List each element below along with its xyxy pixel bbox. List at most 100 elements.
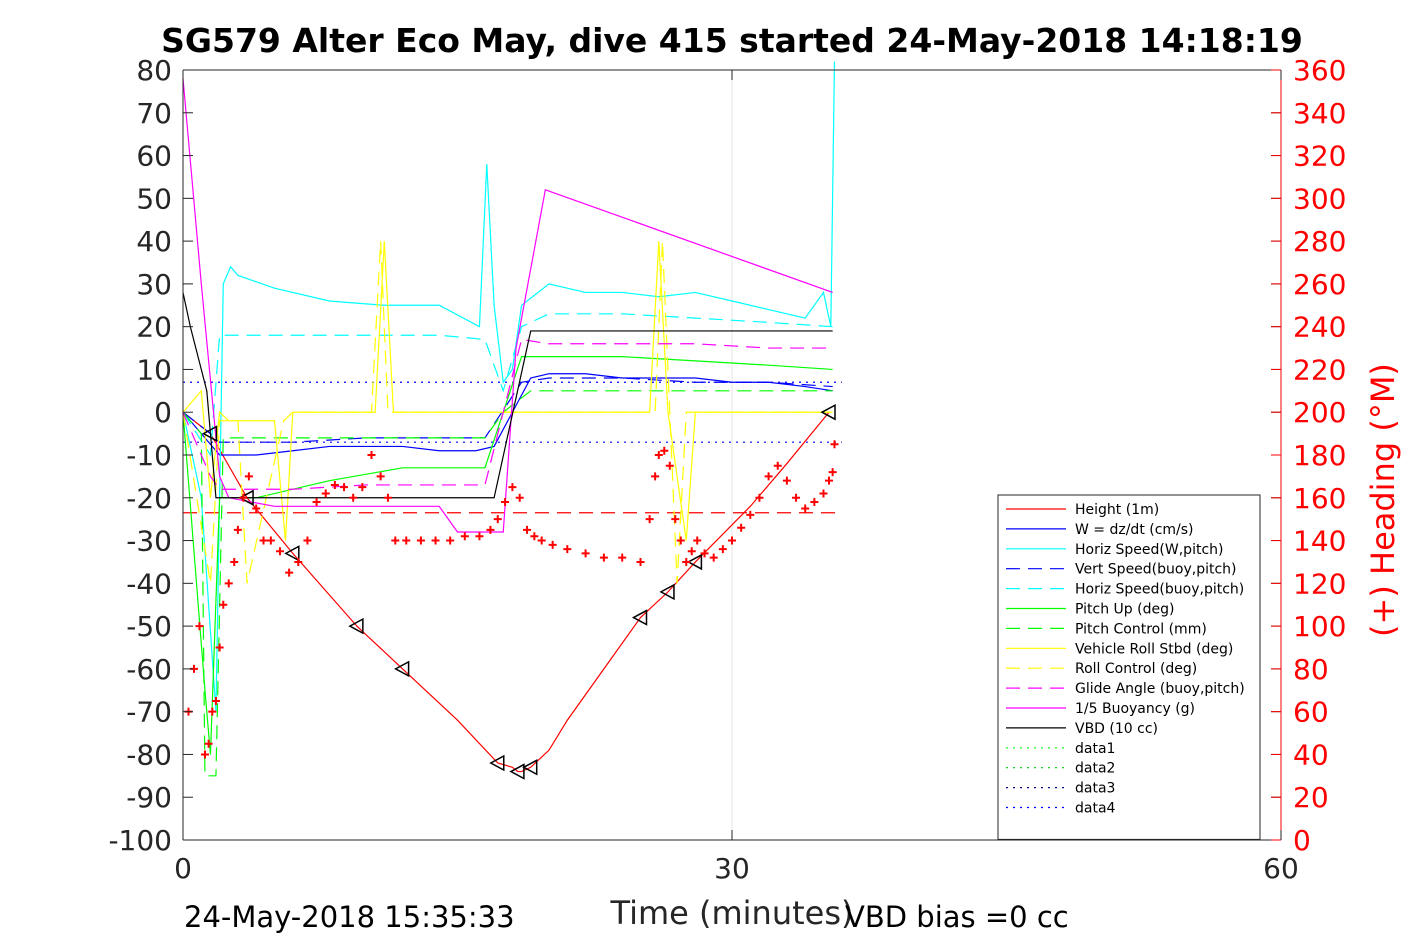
- y-tick-label: -40: [126, 567, 172, 600]
- heading-point: [493, 515, 502, 524]
- height-marker-9: [659, 583, 675, 601]
- heading-point: [367, 451, 376, 459]
- y2-tick-label: 60: [1293, 696, 1329, 729]
- heading-point: [349, 493, 358, 502]
- series-line-1: [182, 373, 833, 456]
- heading-markers: [184, 440, 839, 759]
- heading-point: [204, 739, 213, 748]
- heading-point: [737, 523, 746, 532]
- heading-point: [581, 549, 590, 558]
- y2-tick-label: 140: [1293, 525, 1346, 558]
- series-line-4: [182, 313, 833, 457]
- y2-tick-label: 280: [1293, 225, 1346, 258]
- heading-point: [446, 536, 455, 545]
- heading-point: [676, 536, 685, 545]
- legend-label: 1/5 Buoyancy (g): [1075, 701, 1195, 717]
- heading-point: [219, 600, 228, 609]
- heading-point: [728, 536, 736, 545]
- x-tick-label: 0: [174, 852, 192, 885]
- heading-point: [431, 536, 440, 545]
- y2-tick-label: 120: [1293, 567, 1346, 600]
- height-marker-4: [394, 660, 410, 678]
- heading-point: [303, 536, 312, 545]
- footer-vbd-bias: VBD bias =0 cc: [845, 900, 1069, 934]
- legend-label: Vert Speed(buoy,pitch): [1075, 562, 1237, 578]
- heading-point: [208, 707, 217, 716]
- heading-point: [563, 545, 572, 554]
- legend-label: data4: [1075, 801, 1116, 817]
- heading-point: [259, 536, 268, 545]
- heading-point: [239, 493, 248, 502]
- y2-tick-label: 100: [1293, 610, 1346, 643]
- legend-label: data3: [1075, 781, 1115, 797]
- y-tick-label: -90: [126, 781, 172, 814]
- heading-point: [321, 489, 330, 498]
- legend: Height (1m) W = dz/dt (cm/s) Horiz Speed(W…: [997, 494, 1261, 840]
- series-line-8: [182, 241, 833, 584]
- heading-point: [230, 557, 239, 566]
- y2-axis-label: (+) Heading (°M): [1364, 363, 1402, 637]
- legend-label: Height (1m): [1075, 502, 1159, 518]
- y-tick-label: -20: [126, 482, 172, 515]
- y2-tick-label: 200: [1293, 396, 1346, 429]
- y-tick-label: -100: [108, 824, 172, 857]
- heading-point: [294, 557, 303, 566]
- y-tick-label: 60: [136, 140, 172, 173]
- heading-point: [266, 536, 275, 545]
- legend-label: data2: [1075, 761, 1115, 777]
- legend-box: [997, 494, 1261, 840]
- y-tick-label: 70: [136, 97, 172, 130]
- footer-timestamp: 24-May-2018 15:35:33: [184, 900, 515, 934]
- y2-tick-label: 0: [1293, 824, 1311, 857]
- heading-point: [819, 489, 828, 498]
- heading-point: [682, 557, 691, 566]
- x-axis-label: Time (minutes): [610, 894, 854, 932]
- legend-label: Pitch Up (deg): [1075, 602, 1174, 618]
- legend-label: Roll Control (deg): [1075, 661, 1197, 677]
- heading-point: [312, 498, 321, 507]
- heading-point: [599, 553, 608, 562]
- y2-tick-label: 320: [1293, 140, 1346, 173]
- right-tick-labels: 3603403203002802602402202001801601401201…: [1293, 54, 1346, 857]
- heading-point: [764, 472, 773, 481]
- heading-point: [383, 493, 392, 502]
- reference-lines: [183, 381, 842, 514]
- heading-point: [746, 510, 755, 519]
- heading-point: [654, 451, 663, 459]
- y-tick-label: 80: [136, 54, 172, 87]
- series-line-7: [182, 241, 833, 541]
- y-tick-label: 50: [136, 182, 172, 215]
- series-layer: [182, 61, 836, 780]
- y-tick-label: 30: [136, 268, 172, 301]
- heading-point: [340, 483, 349, 492]
- height-marker-5: [489, 754, 505, 772]
- y-tick-label: -10: [126, 439, 172, 472]
- y-tick-label: 10: [136, 353, 172, 386]
- y-tick-label: 20: [136, 311, 172, 344]
- legend-label: Vehicle Roll Stbd (deg): [1075, 641, 1233, 657]
- heading-point: [651, 472, 660, 481]
- y-tick-label: -80: [126, 738, 172, 771]
- heading-point: [252, 504, 261, 513]
- y2-tick-label: 260: [1293, 268, 1346, 301]
- series-line-0: [182, 411, 830, 773]
- legend-label: Horiz Speed(buoy,pitch): [1075, 582, 1244, 598]
- y2-tick-label: 80: [1293, 653, 1329, 686]
- heading-point: [792, 493, 801, 502]
- heading-point: [537, 536, 546, 545]
- series-line-2: [182, 61, 836, 712]
- axes-layer: [182, 69, 1282, 841]
- heading-point: [718, 545, 727, 554]
- series-line-6: [182, 390, 833, 777]
- heading-point: [755, 493, 764, 502]
- heading-point: [548, 540, 557, 549]
- height-marker-0: [201, 425, 218, 442]
- heading-point: [665, 461, 674, 470]
- heading-point: [275, 547, 284, 556]
- height-marker-6: [509, 763, 525, 780]
- height-marker-10: [686, 553, 703, 571]
- heading-point: [693, 536, 702, 545]
- x-tick-labels: 0 30 60: [174, 852, 1299, 885]
- heading-point: [330, 480, 339, 489]
- y2-tick-label: 240: [1293, 311, 1346, 344]
